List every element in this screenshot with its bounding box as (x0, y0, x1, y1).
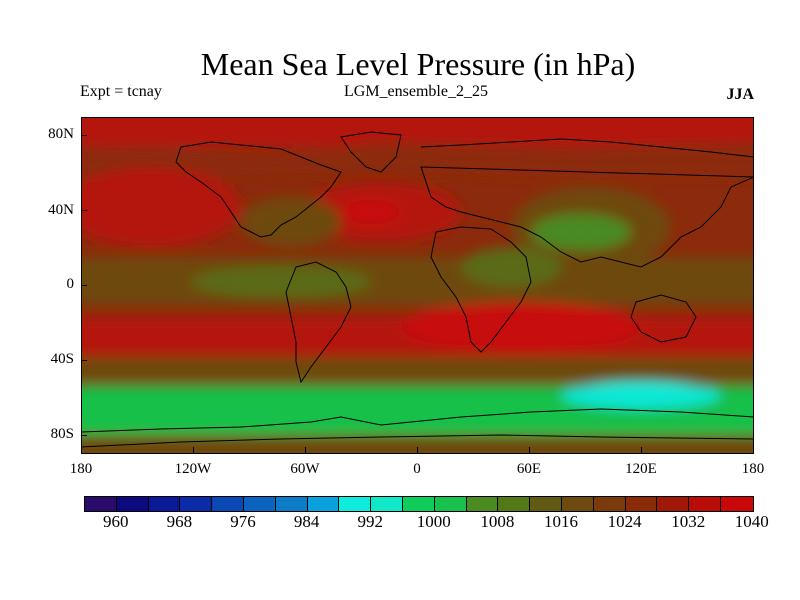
ensemble-label: LGM_ensemble_2_25 (344, 83, 488, 100)
colorbar-swatch (657, 497, 690, 511)
colorbar-tick-label: 1008 (480, 512, 515, 531)
colorbar-tick-label: 1016 (544, 512, 578, 531)
colorbar-swatch (148, 497, 181, 511)
lon-tick-120w (193, 447, 194, 453)
lat-label-40s: 40S (50, 351, 74, 367)
arctic-high-band (81, 117, 754, 147)
lon-label-120w: 120W (174, 461, 212, 477)
colorbar-tick-label: 984 (293, 512, 320, 531)
lat-label-80s: 80S (50, 426, 74, 442)
colorbar-swatch (275, 497, 308, 511)
colorbar-swatch (116, 497, 149, 511)
africa-low (461, 247, 561, 287)
north-america-low (241, 197, 341, 247)
equatorial-band-green (191, 266, 371, 298)
lon-tick-120e (641, 447, 642, 453)
season-label: JJA (726, 86, 754, 103)
colorbar-swatch (530, 497, 562, 511)
lon-label-0: 0 (413, 461, 421, 477)
colorbar-swatch (212, 497, 244, 511)
coastlines (81, 131, 754, 448)
antarctica-inner-coast (81, 434, 754, 448)
map-title: Mean Sea Level Pressure (in hPa) (200, 46, 636, 82)
lon-label-180w: 180 (69, 461, 93, 477)
colorbar-swatch (561, 497, 594, 511)
pressure-map (81, 117, 754, 454)
colorbar-tick-label: 1000 (416, 512, 451, 531)
colorbar-swatch (593, 497, 626, 511)
australia-coast (630, 294, 697, 343)
colorbar-swatch (402, 497, 435, 511)
lat-tick-40n (81, 210, 87, 211)
lat-label-eq: 0 (66, 276, 75, 292)
colorbar-tick-label: 976 (230, 512, 256, 531)
lat-tick-40s (81, 360, 87, 361)
north-america-coast (175, 141, 342, 238)
antarctica-coast (81, 408, 754, 433)
south-indian-high (401, 302, 641, 352)
lat-tick-80n (81, 135, 87, 136)
lon-label-180e: 180 (741, 461, 765, 477)
lon-tick-60w (305, 447, 306, 453)
lon-tick-60e (529, 447, 530, 453)
asia-low-core (531, 214, 631, 250)
south-mid-band (81, 357, 754, 382)
indian-ocean-low (561, 381, 721, 409)
lat-label-80n: 80N (48, 126, 74, 142)
lon-label-60w: 60W (290, 461, 320, 477)
colorbar-swatch (720, 497, 753, 511)
map-svg (81, 117, 754, 454)
eurasia-coast (420, 138, 754, 268)
colorbar-tick-label: 1040 (734, 512, 769, 531)
colorbar-swatch (339, 497, 372, 511)
colorbar-swatch (434, 497, 467, 511)
colorbar-tick-label: 968 (166, 512, 193, 531)
colorbar-swatch (689, 497, 721, 511)
colorbar (84, 496, 754, 512)
lon-label-60e: 60E (516, 461, 542, 477)
lon-label-120e: 120E (625, 461, 657, 477)
colorbar-swatch (243, 497, 276, 511)
colorbar-swatch (307, 497, 340, 511)
colorbar-tick-label: 960 (103, 512, 129, 531)
lat-tick-80s (81, 435, 87, 436)
lat-label-40n: 40N (48, 202, 74, 218)
greenland-coast (340, 131, 402, 173)
lat-tick-eq (81, 285, 87, 286)
colorbar-tick-label: 1032 (671, 512, 706, 531)
colorbar-swatch (85, 497, 117, 511)
equatorial-band (81, 257, 754, 305)
north-mid-band (81, 142, 754, 177)
atlantic-high-core (341, 200, 401, 224)
pacific-high (81, 167, 241, 247)
colorbar-swatch (371, 497, 403, 511)
colorbar-tick-label: 1024 (607, 512, 642, 531)
south-america-coast (285, 261, 352, 384)
colorbar-swatch (180, 497, 213, 511)
colorbar-swatch (625, 497, 658, 511)
colorbar-tick-label: 992 (357, 512, 383, 531)
colorbar-swatch (466, 497, 499, 511)
africa-coast (430, 226, 532, 353)
experiment-label: Expt = tcnay (80, 83, 162, 100)
lon-tick-0 (417, 447, 418, 453)
colorbar-swatch (498, 497, 531, 511)
